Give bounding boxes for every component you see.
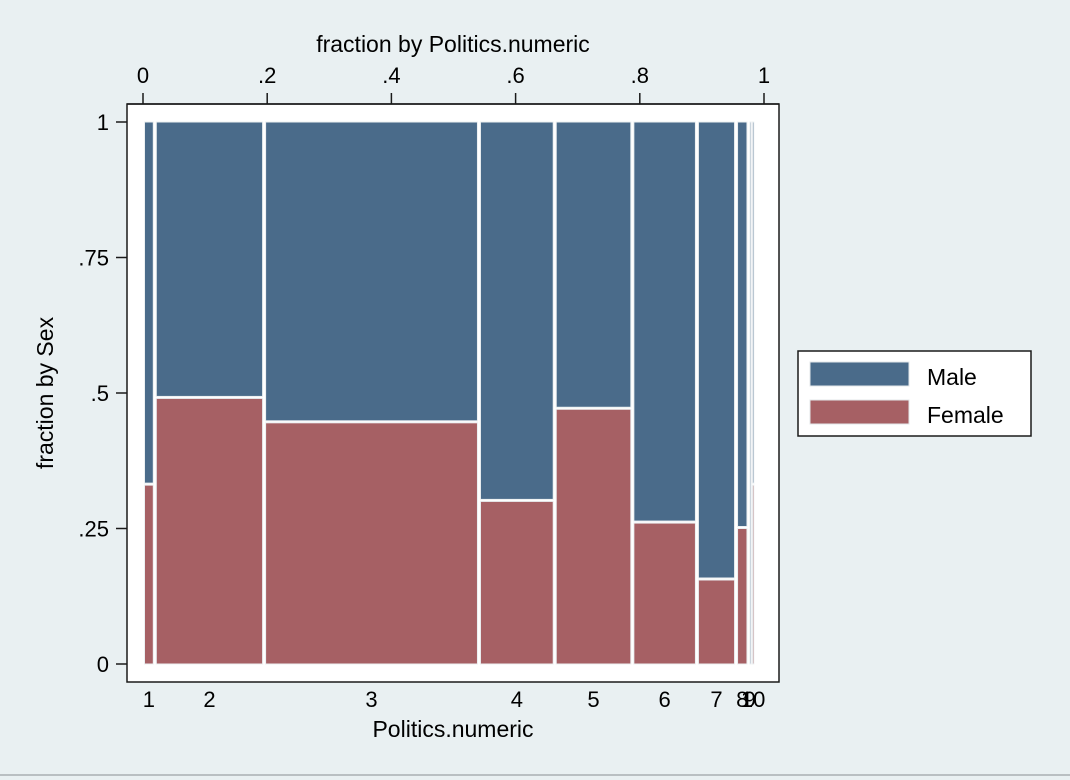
top-tick-label: 0 [137,63,149,88]
y-tick-label: 1 [97,110,109,135]
x-category-label: 4 [511,687,523,712]
mosaic-cell-male [144,121,154,484]
x-category-label: 10 [741,687,765,712]
mosaic-cell-male [479,121,554,500]
x-category-label: 3 [365,687,377,712]
mosaic-cell-female [633,522,696,665]
y-tick-label: 0 [97,652,109,677]
x-category-label: 8 [736,687,748,712]
top-axis: 0 .2 .4 .6 .8 1 [127,63,779,105]
mosaic-cell-male [633,121,696,522]
mosaic-cell-male [555,121,632,408]
x-axis-title: Politics.numeric [372,716,533,742]
window-bottom-rule [0,774,1070,776]
y-axis: 0 .25 .5 .75 1 [78,110,127,677]
x-category-label: 1 [143,687,155,712]
mosaic-cell-female [751,484,755,665]
mosaic-cell-female [144,484,154,665]
legend-label-male: Male [927,364,977,390]
x-category-label: 6 [659,687,671,712]
mosaic-cell-female [555,408,632,665]
top-tick-label: .8 [631,63,649,88]
y-axis-title: fraction by Sex [32,316,58,469]
mosaic-cell-female [155,397,264,665]
legend: Male Female [797,350,1032,437]
top-tick-label: .2 [258,63,276,88]
mosaic-cell-female [737,528,748,665]
mosaic-cell-male [749,121,752,665]
mosaic-cell-male [265,121,478,422]
mosaic-cell-female [697,579,736,665]
mosaic-cell-male [697,121,736,579]
legend-swatch-female [809,399,910,425]
x-category-label: 9 [744,687,756,712]
x-category-label: 5 [587,687,599,712]
top-tick-label: .4 [382,63,400,88]
top-tick-label: .6 [506,63,524,88]
legend-label-female: Female [927,402,1004,428]
mosaic-cell-male [751,121,755,484]
mosaic-cells [144,121,755,665]
x-category-label: 7 [710,687,722,712]
mosaic-cell-male [155,121,264,397]
y-tick-label: .75 [78,246,109,271]
x-category-label: 2 [203,687,215,712]
top-axis-title: fraction by Politics.numeric [316,31,590,57]
mosaic-cell-female [479,500,554,665]
mosaic-cell-female [265,422,478,665]
y-tick-label: .5 [91,381,109,406]
mosaic-cell-male [737,121,748,527]
legend-swatch-male [809,361,910,387]
y-tick-label: .25 [78,517,109,542]
top-tick-label: 1 [758,63,770,88]
